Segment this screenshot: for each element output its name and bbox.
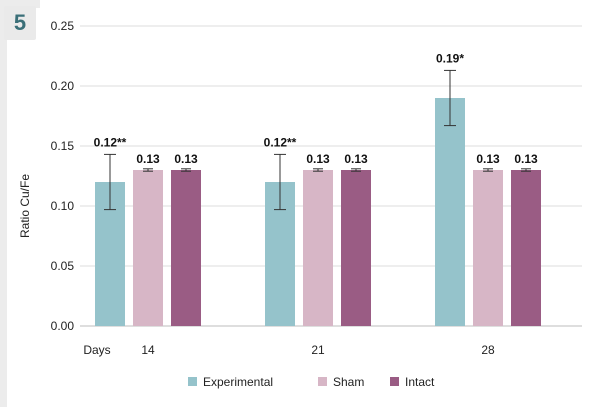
legend: Experimental Sham Intact bbox=[188, 375, 435, 389]
data-label: 0.13 bbox=[174, 152, 198, 166]
x-tick-label: 28 bbox=[481, 343, 495, 357]
x-axis-title: Days bbox=[83, 343, 110, 357]
x-tick-label: 14 bbox=[141, 343, 155, 357]
bars bbox=[95, 98, 541, 326]
y-tick-label: 0.05 bbox=[51, 259, 75, 273]
data-label: 0.13 bbox=[306, 152, 330, 166]
y-tick-label: 0.20 bbox=[51, 79, 75, 93]
data-label: 0.13 bbox=[136, 152, 160, 166]
legend-label-experimental: Experimental bbox=[203, 375, 273, 389]
legend-swatch-intact bbox=[390, 377, 399, 386]
error-bars bbox=[104, 69, 531, 211]
legend-label-sham: Sham bbox=[333, 375, 364, 389]
data-label: 0.13 bbox=[514, 152, 538, 166]
bar-sham-28 bbox=[473, 170, 503, 326]
bar-intact-28 bbox=[511, 170, 541, 326]
data-label: 0.13 bbox=[344, 152, 368, 166]
bar-experimental-28 bbox=[435, 98, 465, 326]
y-tick-label: 0.10 bbox=[51, 199, 75, 213]
y-axis-title: Ratio Cu/Fe bbox=[18, 174, 32, 238]
data-labels: 0.12** 0.13 0.13 0.12** 0.13 0.13 0.19* 0.13 0.1… bbox=[94, 51, 538, 165]
x-tick-label: 21 bbox=[311, 343, 325, 357]
bar-intact-14 bbox=[171, 170, 201, 326]
bar-intact-21 bbox=[341, 170, 371, 326]
data-label: 0.12** bbox=[264, 135, 297, 149]
x-axis-ticks: 14 21 28 bbox=[141, 343, 495, 357]
data-label: 0.19* bbox=[436, 51, 464, 65]
y-tick-label: 0.15 bbox=[51, 139, 75, 153]
y-tick-label: 0.00 bbox=[51, 319, 75, 333]
y-tick-label: 0.25 bbox=[51, 19, 75, 33]
legend-swatch-experimental bbox=[188, 377, 197, 386]
legend-swatch-sham bbox=[318, 377, 327, 386]
legend-label-intact: Intact bbox=[405, 375, 435, 389]
y-axis-ticks: 0.00 0.05 0.10 0.15 0.20 0.25 bbox=[51, 19, 75, 333]
panel-left-strip bbox=[0, 0, 7, 407]
data-label: 0.13 bbox=[476, 152, 500, 166]
data-label: 0.12** bbox=[94, 135, 127, 149]
panel-top-strip bbox=[0, 0, 40, 8]
bar-sham-21 bbox=[303, 170, 333, 326]
panel-label: 5 bbox=[4, 6, 36, 40]
bar-sham-14 bbox=[133, 170, 163, 326]
